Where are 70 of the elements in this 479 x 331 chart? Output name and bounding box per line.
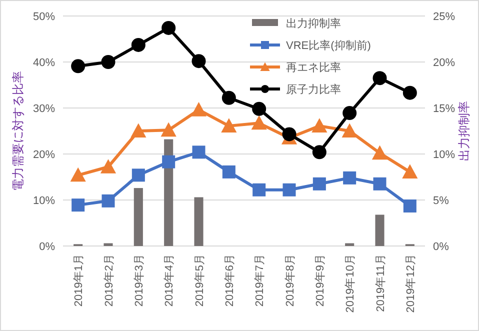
point <box>131 38 146 52</box>
y-tick-label: 30% <box>32 103 56 115</box>
legend-label: 再エネ比率 <box>286 61 341 74</box>
x-tick-label: 2019年1月 <box>73 254 86 307</box>
point <box>342 123 358 138</box>
point <box>282 127 296 142</box>
point <box>190 102 207 116</box>
bar <box>104 243 113 246</box>
x-tick-label: 2019年10月 <box>344 254 357 313</box>
point <box>312 145 326 160</box>
point <box>130 123 146 138</box>
point <box>251 115 267 130</box>
y-tick-label: 50% <box>32 11 56 23</box>
x-tick-label: 2019年6月 <box>224 254 236 307</box>
point <box>282 183 296 196</box>
point <box>162 155 176 168</box>
x-tick-label: 2019年11月 <box>374 254 387 312</box>
bar <box>375 214 384 246</box>
y2-tick-label: 25% <box>433 11 456 23</box>
point <box>403 199 416 212</box>
x-tick-label: 2019年7月 <box>254 254 266 307</box>
point <box>221 118 237 132</box>
point <box>372 71 387 86</box>
point <box>192 54 206 68</box>
x-tick-label: 2019年4月 <box>164 254 176 307</box>
point <box>132 168 145 182</box>
point <box>343 171 356 184</box>
point <box>312 118 328 132</box>
point <box>402 86 417 100</box>
point <box>101 55 116 69</box>
point <box>71 59 86 74</box>
point <box>100 159 116 174</box>
point <box>372 145 388 160</box>
point <box>222 90 236 105</box>
point <box>162 20 176 35</box>
x-tick-label: 2019年2月 <box>103 254 116 307</box>
x-tick-label: 2019年8月 <box>284 254 296 307</box>
point <box>192 146 206 159</box>
y-tick-label: 10% <box>32 195 56 207</box>
y2-axis-title: 出力抑制率 <box>457 101 471 161</box>
point <box>102 194 115 208</box>
bar <box>345 243 354 246</box>
legend-label: 出力抑制率 <box>286 17 341 30</box>
y2-tick-label: 10% <box>433 149 456 161</box>
point <box>373 177 386 190</box>
y-tick-label: 0% <box>39 241 56 253</box>
legend-label: 原子力比率 <box>286 83 341 96</box>
y-tick-label: 40% <box>32 57 56 69</box>
point <box>402 164 418 178</box>
y2-tick-label: 20% <box>433 57 456 69</box>
point <box>312 177 326 190</box>
point <box>252 102 266 116</box>
point <box>72 198 85 212</box>
point <box>70 167 86 182</box>
point <box>160 122 176 137</box>
y2-tick-label: 5% <box>433 195 450 207</box>
point <box>252 183 266 196</box>
y2-tick-label: 15% <box>433 103 456 115</box>
x-tick-label: 2019年12月 <box>404 254 417 313</box>
point <box>222 165 236 178</box>
y-tick-label: 20% <box>32 149 56 161</box>
y2-tick-label: 0% <box>433 241 450 253</box>
y-axis-title: 電力需要に対する比率 <box>11 71 25 191</box>
point <box>342 106 357 120</box>
legend-label: VRE比率(抑制前) <box>286 39 371 52</box>
x-tick-label: 2019年9月 <box>314 254 326 307</box>
x-tick-label: 2019年3月 <box>133 254 146 307</box>
x-tick-label: 2019年5月 <box>194 254 206 307</box>
bar <box>134 188 143 246</box>
bar <box>194 197 204 246</box>
